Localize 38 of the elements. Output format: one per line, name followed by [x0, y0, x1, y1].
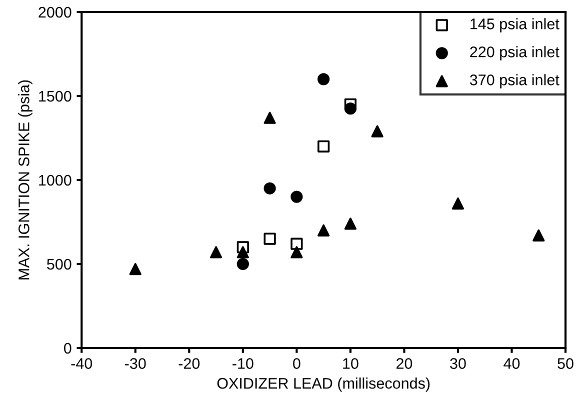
- point: [264, 112, 276, 124]
- y-axis-title: MAX. IGNITION SPIKE (psia): [18, 80, 32, 280]
- x-tick-label: -30: [125, 358, 146, 369]
- y-tick-label: 1000: [39, 174, 72, 186]
- point: [129, 262, 142, 276]
- x-tick-label: -20: [178, 358, 200, 369]
- point: [290, 190, 303, 203]
- point: [236, 241, 249, 254]
- point: [532, 229, 545, 242]
- x-tick-label: 20: [396, 358, 412, 369]
- x-tick-label: -40: [71, 358, 92, 369]
- point: [264, 232, 276, 245]
- y-tick-label: 1500: [39, 90, 72, 102]
- x-axis-title: OXIDIZER LEAD (milliseconds): [217, 378, 430, 392]
- legend-label: 220 psia inlet: [470, 46, 560, 60]
- legend-label: 370 psia inlet: [470, 74, 560, 88]
- point: [371, 125, 384, 138]
- y-tick-label: 500: [47, 258, 72, 270]
- y-tick-label: 0: [64, 342, 72, 354]
- point: [236, 258, 249, 270]
- y-tick-label: 2000: [38, 6, 72, 18]
- legend-label: 145 psia inlet: [470, 18, 560, 32]
- x-tick-label: -10: [232, 358, 254, 369]
- point: [318, 224, 330, 236]
- point: [290, 246, 303, 258]
- x-tick-label: 40: [504, 358, 520, 369]
- x-tick-label: 50: [558, 358, 574, 369]
- point: [264, 182, 276, 194]
- x-tick-label: 10: [343, 358, 358, 369]
- point: [318, 140, 330, 152]
- x-tick-label: 30: [450, 358, 466, 369]
- point: [344, 98, 357, 110]
- point: [290, 238, 303, 250]
- point: [318, 73, 330, 86]
- point: [344, 218, 356, 230]
- point: [452, 197, 464, 210]
- point: [210, 246, 222, 258]
- x-tick-label: 0: [293, 358, 300, 369]
